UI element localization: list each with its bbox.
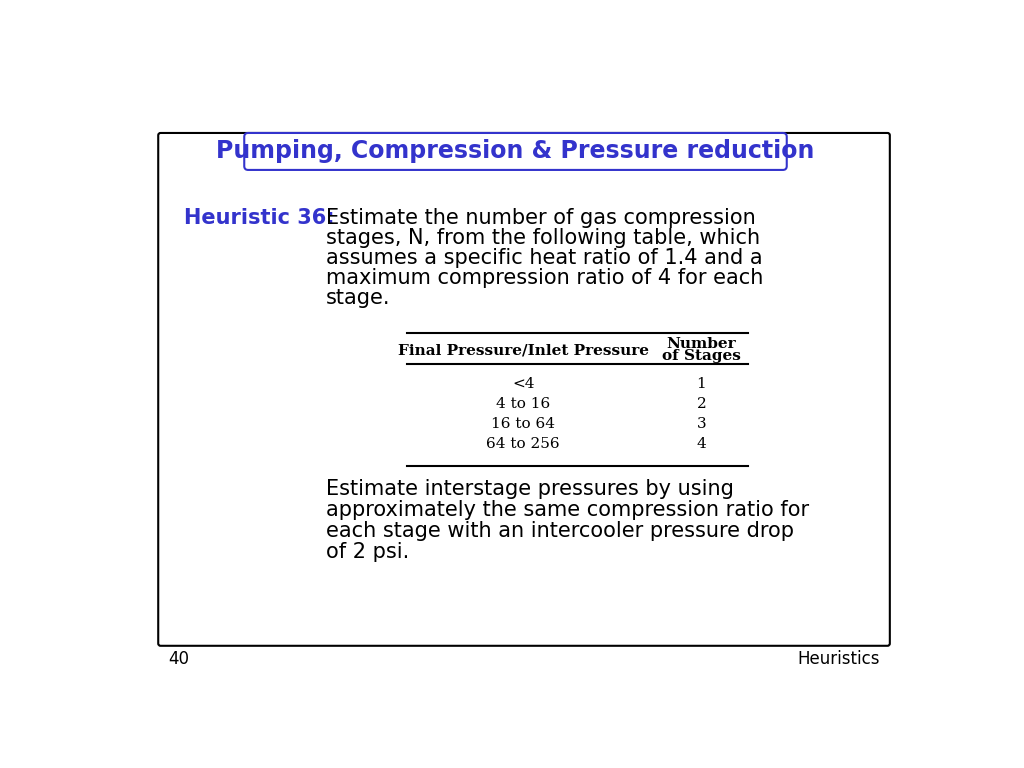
Text: Heuristics: Heuristics bbox=[798, 650, 880, 668]
Text: assumes a specific heat ratio of 1.4 and a: assumes a specific heat ratio of 1.4 and… bbox=[326, 248, 762, 268]
FancyBboxPatch shape bbox=[245, 133, 786, 170]
Text: 2: 2 bbox=[696, 397, 707, 411]
Text: Pumping, Compression & Pressure reduction: Pumping, Compression & Pressure reductio… bbox=[216, 140, 815, 164]
Text: Estimate the number of gas compression: Estimate the number of gas compression bbox=[326, 207, 756, 227]
Text: Final Pressure/Inlet Pressure: Final Pressure/Inlet Pressure bbox=[397, 343, 649, 357]
Text: 64 to 256: 64 to 256 bbox=[486, 437, 560, 451]
Text: Estimate interstage pressures by using: Estimate interstage pressures by using bbox=[326, 479, 733, 499]
Text: Heuristic 36:: Heuristic 36: bbox=[183, 207, 335, 227]
Text: 4: 4 bbox=[696, 437, 707, 451]
Text: maximum compression ratio of 4 for each: maximum compression ratio of 4 for each bbox=[326, 268, 763, 288]
Text: of Stages: of Stages bbox=[663, 349, 741, 362]
Text: approximately the same compression ratio for: approximately the same compression ratio… bbox=[326, 500, 809, 520]
Text: 4 to 16: 4 to 16 bbox=[496, 397, 550, 411]
Text: 3: 3 bbox=[696, 417, 707, 431]
Text: 1: 1 bbox=[696, 377, 707, 391]
Text: each stage with an intercooler pressure drop: each stage with an intercooler pressure … bbox=[326, 521, 794, 541]
Text: Number: Number bbox=[667, 337, 736, 351]
Text: stage.: stage. bbox=[326, 288, 390, 308]
Text: <4: <4 bbox=[512, 377, 535, 391]
Text: stages, N, from the following table, which: stages, N, from the following table, whi… bbox=[326, 227, 760, 247]
Text: 40: 40 bbox=[168, 650, 189, 668]
Text: 16 to 64: 16 to 64 bbox=[492, 417, 555, 431]
FancyBboxPatch shape bbox=[159, 133, 890, 646]
Text: of 2 psi.: of 2 psi. bbox=[326, 542, 409, 562]
